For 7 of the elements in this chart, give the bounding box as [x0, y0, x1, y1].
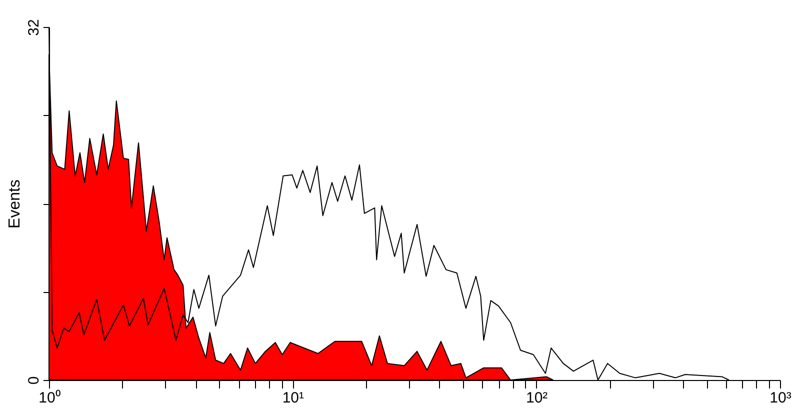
x-tick-label: 10¹	[282, 390, 304, 406]
y-axis-title: Events	[6, 180, 24, 228]
y-tick-label: 0	[26, 376, 42, 385]
x-tick-label: 10⁰	[38, 390, 60, 406]
x-tick-label: 10²	[526, 390, 548, 406]
x-tick-label: 10³	[770, 390, 792, 406]
y-tick-label: 32	[26, 19, 42, 36]
